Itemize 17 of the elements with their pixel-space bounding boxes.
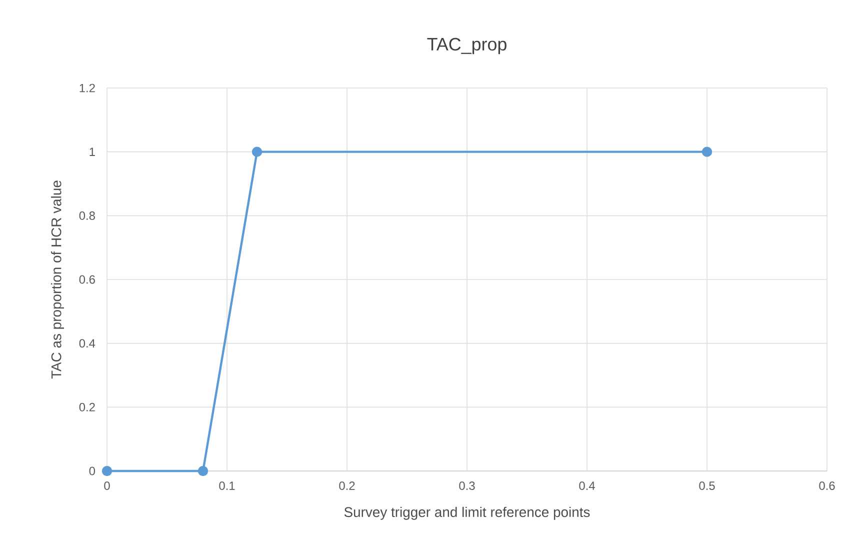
y-tick-label: 0.8 <box>79 211 95 220</box>
x-axis-title: Survey trigger and limit reference points <box>344 506 590 520</box>
chart-title: TAC_prop <box>427 38 506 54</box>
x-tick-label: 0.1 <box>219 482 235 490</box>
y-tick-label: 0.4 <box>79 339 96 348</box>
x-tick-label: 0.6 <box>819 482 835 490</box>
y-axis-title: TAC as proportion of HCR value <box>51 180 64 379</box>
x-tick-label: 0.2 <box>339 482 355 490</box>
y-tick-label: 1 <box>90 148 95 156</box>
x-tick-label: 0 <box>104 482 110 490</box>
x-tick-label: 0.4 <box>579 482 595 490</box>
y-tick-label: 1.2 <box>80 84 95 92</box>
y-tick-label: 0 <box>89 466 96 476</box>
y-tick-label: 0.2 <box>79 402 95 412</box>
x-tick-label: 0.3 <box>459 482 475 490</box>
x-tick-label: 0.5 <box>699 482 715 490</box>
y-tick-label: 0.6 <box>79 275 95 284</box>
